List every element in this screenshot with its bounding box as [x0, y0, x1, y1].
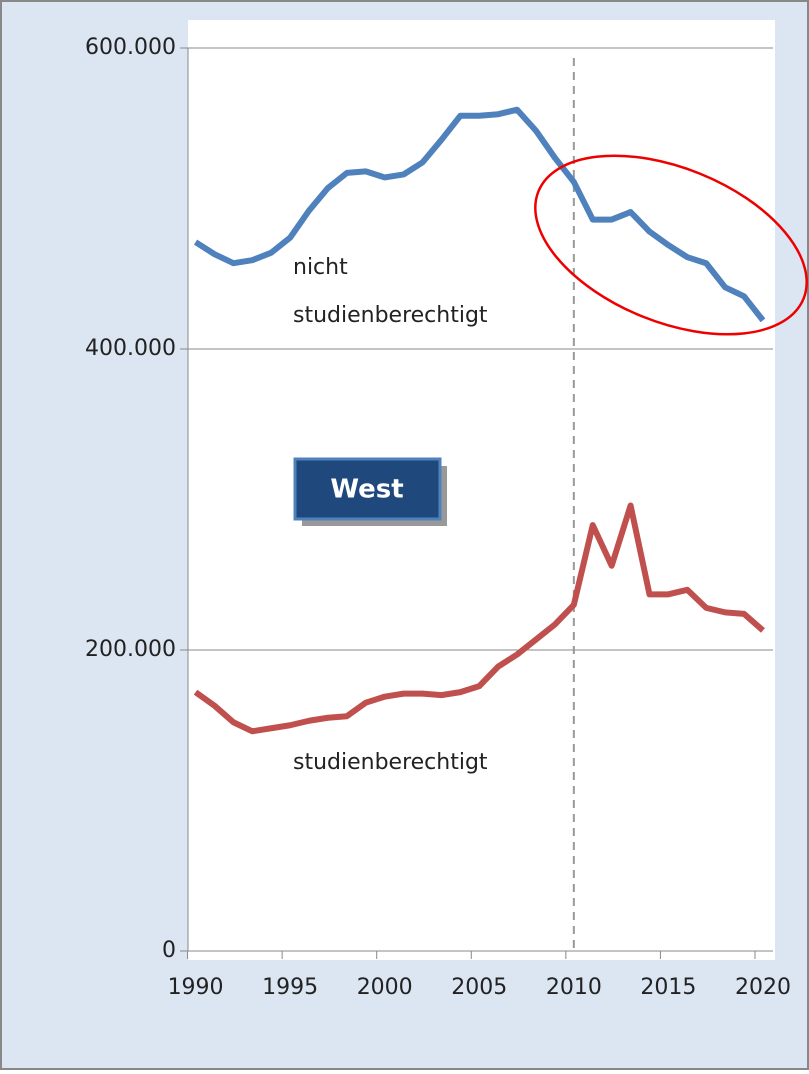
- x-tick-label: 2015: [640, 975, 696, 1000]
- series-line: [193, 502, 765, 735]
- y-tick-label: 400.000: [85, 336, 176, 361]
- y-tick-label: 0: [162, 938, 176, 963]
- x-tick-label: 1995: [262, 975, 318, 1000]
- x-tick-label: 2005: [451, 975, 507, 1000]
- x-tick-label: 2020: [735, 975, 791, 1000]
- series-label: studienberechtigt: [293, 750, 488, 775]
- x-tick-label: 1990: [168, 975, 224, 1000]
- series-label: studienberechtigt: [293, 303, 488, 328]
- region-box: [293, 457, 442, 521]
- y-tick-label: 600.000: [85, 35, 176, 60]
- y-tick-label: 200.000: [85, 637, 176, 662]
- x-tick-label: 2010: [546, 975, 602, 1000]
- x-tick-label: 2000: [357, 975, 413, 1000]
- series-label: nicht: [293, 255, 348, 280]
- highlight-ellipse: [534, 154, 808, 336]
- plot-area: [188, 20, 775, 960]
- series-line: [193, 106, 766, 323]
- region-label: West: [330, 475, 403, 505]
